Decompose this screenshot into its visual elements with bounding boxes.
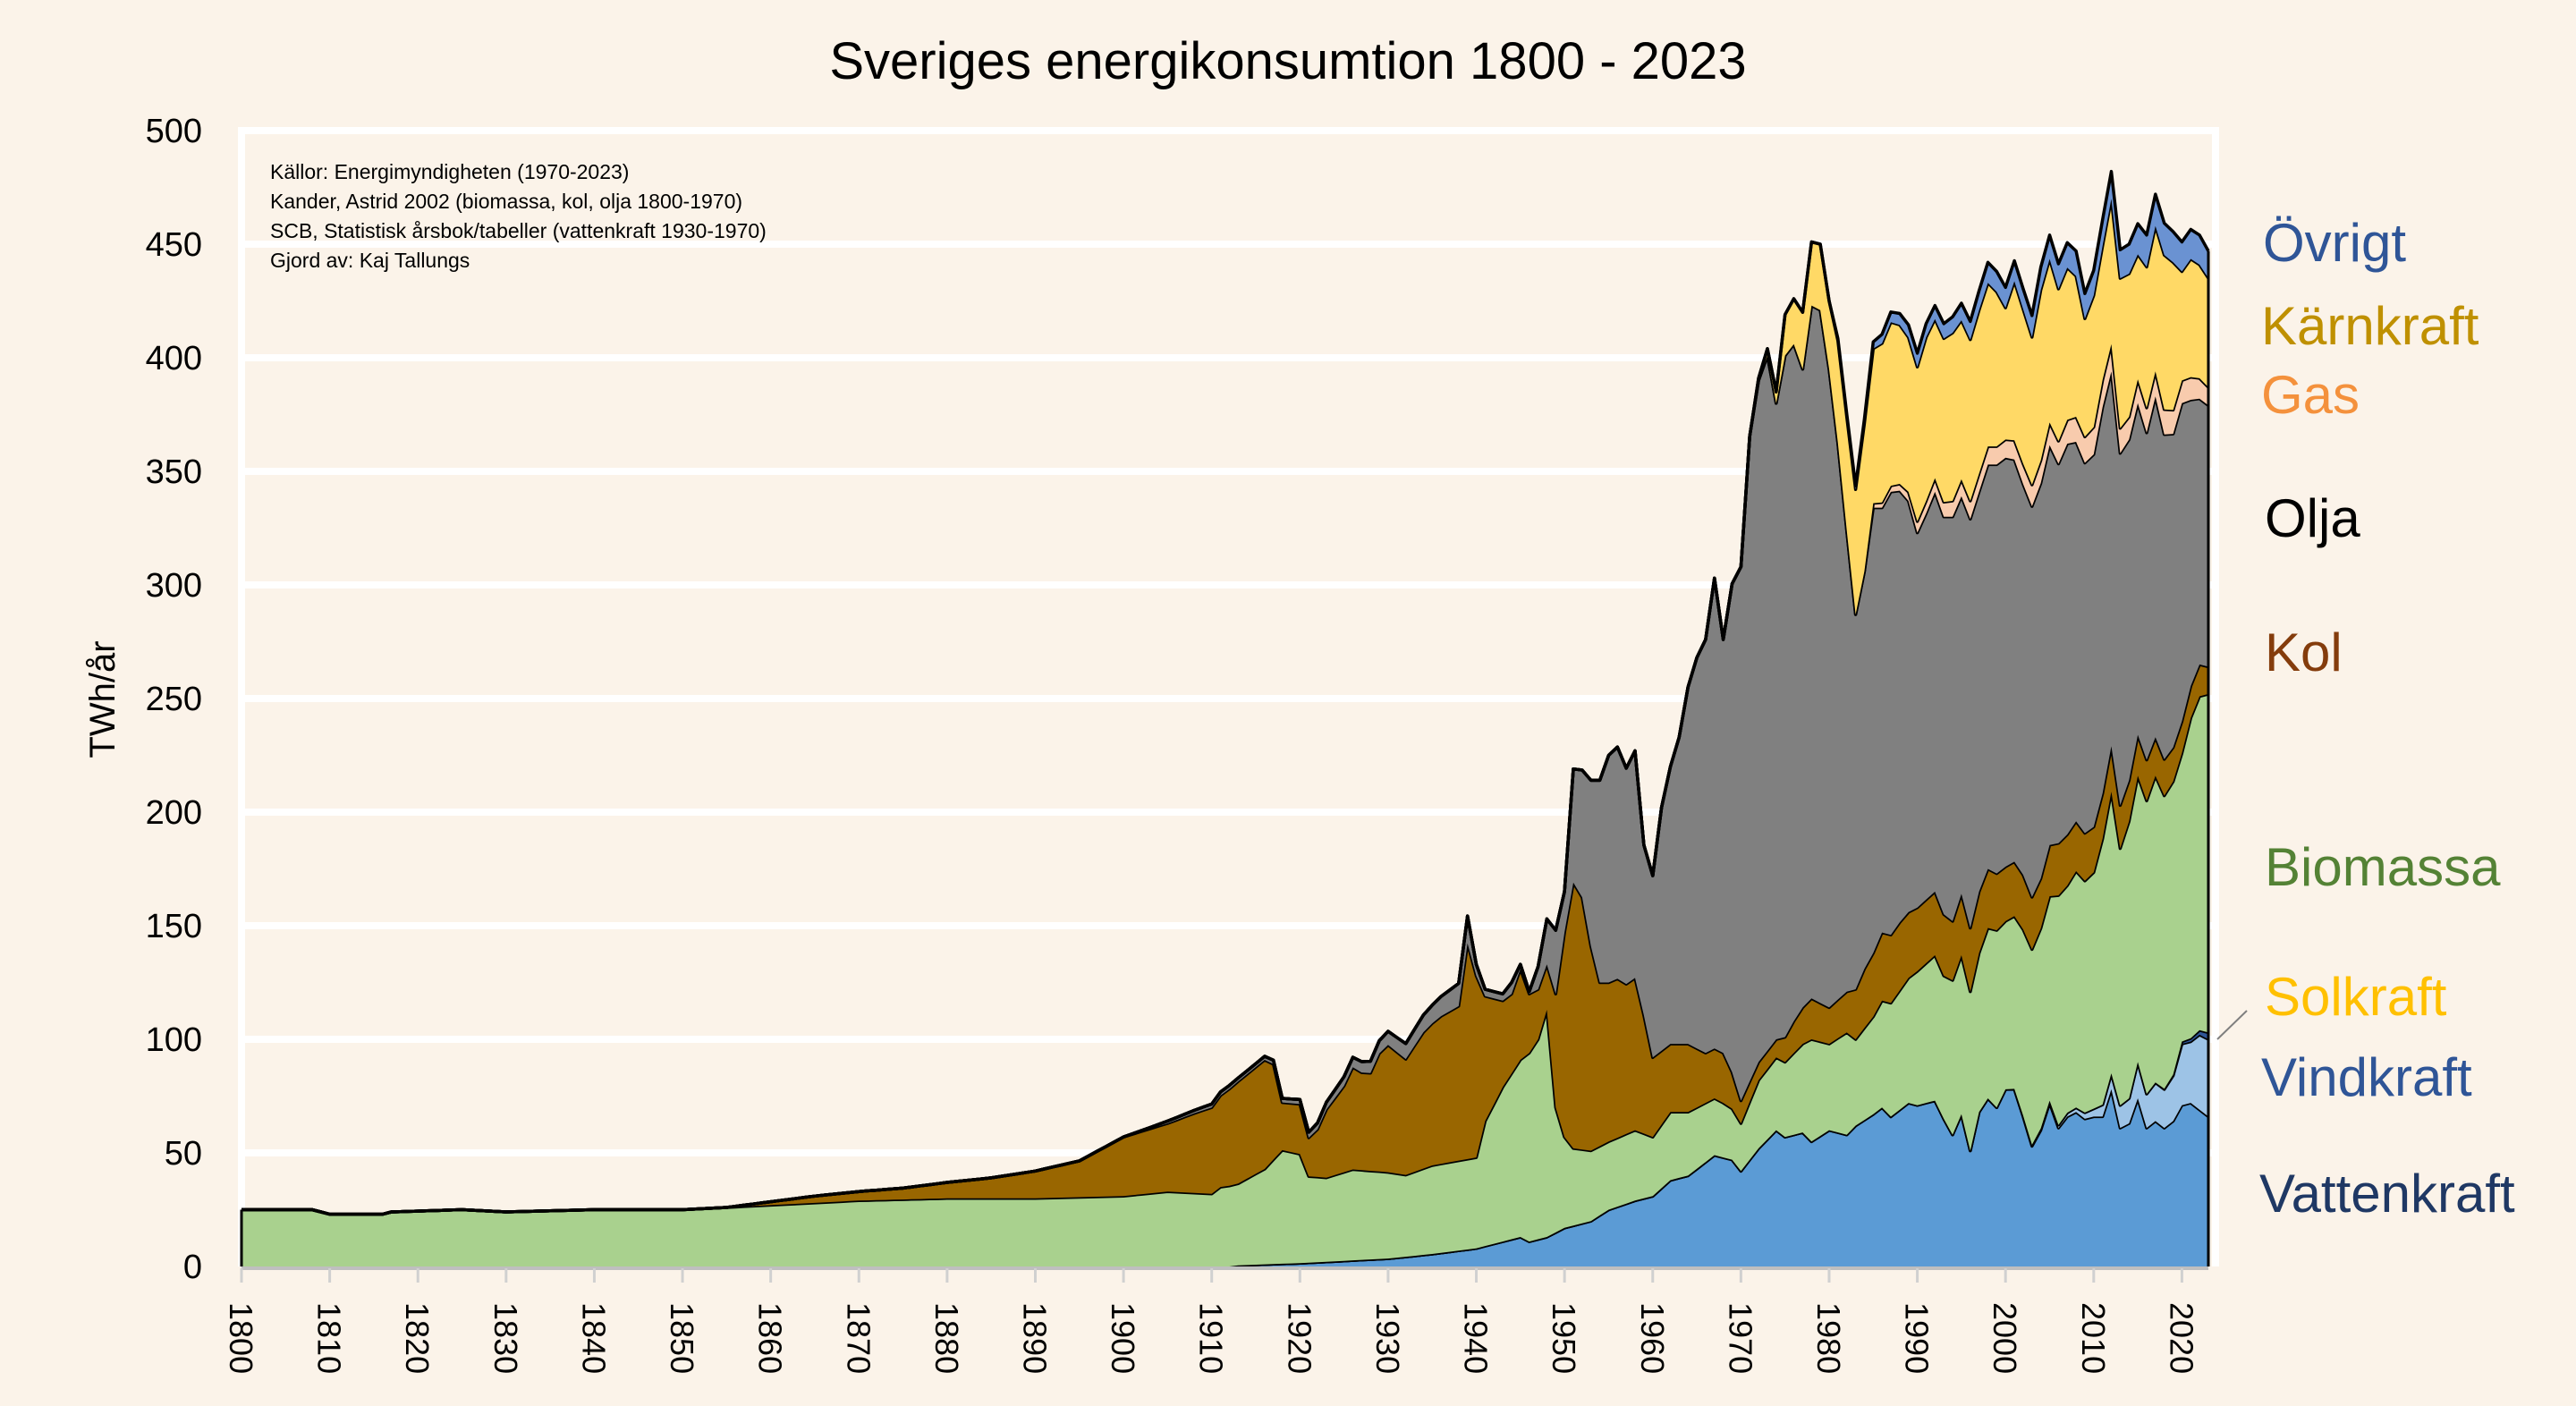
x-tick-label: 1850 bbox=[664, 1302, 700, 1374]
x-tick-label: 1930 bbox=[1369, 1302, 1406, 1374]
y-tick-label: 250 bbox=[146, 681, 202, 718]
legend-label-kärnkraft: Kärnkraft bbox=[2261, 296, 2479, 356]
area-kol bbox=[242, 664, 2208, 1215]
legend-label-vindkraft: Vindkraft bbox=[2261, 1047, 2472, 1107]
y-tick-label: 400 bbox=[146, 340, 202, 377]
legend-label-vattenkraft: Vattenkraft bbox=[2259, 1164, 2515, 1224]
legend-label-gas: Gas bbox=[2261, 365, 2360, 425]
x-tick-label: 1840 bbox=[575, 1302, 612, 1374]
x-tick-label: 2010 bbox=[2075, 1302, 2112, 1374]
source-note-line: SCB, Statistisk årsbok/tabeller (vattenk… bbox=[270, 219, 767, 242]
source-note-line: Källor: Energimyndigheten (1970-2023) bbox=[270, 160, 629, 183]
x-tick-label: 1880 bbox=[928, 1302, 965, 1374]
chart-title: Sveriges energikonsumtion 1800 - 2023 bbox=[829, 32, 1746, 90]
y-tick-label: 50 bbox=[165, 1135, 202, 1173]
legend-label-solkraft: Solkraft bbox=[2265, 967, 2447, 1027]
y-tick-label: 0 bbox=[183, 1249, 202, 1286]
y-tick-label: 100 bbox=[146, 1021, 202, 1059]
x-tick-label: 1900 bbox=[1105, 1302, 1141, 1374]
area-biomassa bbox=[242, 693, 2208, 1266]
y-axis-label: TWh/år bbox=[83, 640, 123, 758]
x-tick-label: 1820 bbox=[399, 1302, 436, 1374]
area-övrigt bbox=[242, 171, 2208, 1215]
solkraft-leader-line bbox=[2216, 1010, 2248, 1040]
x-tick-label: 1800 bbox=[223, 1302, 259, 1374]
area-vattenkraft bbox=[242, 1088, 2208, 1266]
x-tick-label: 1990 bbox=[1899, 1302, 1936, 1374]
y-tick-label: 350 bbox=[146, 453, 202, 491]
x-tick-label: 1970 bbox=[1722, 1302, 1758, 1374]
y-tick-labels: 0 50 100 150 200 250 300 350 400 450 500 bbox=[146, 113, 202, 1286]
x-tick-label: 1980 bbox=[1810, 1302, 1847, 1374]
gridlines bbox=[238, 127, 2219, 1266]
legend-label-olja: Olja bbox=[2265, 488, 2360, 548]
source-notes: Källor: Energimyndigheten (1970-2023) Kan… bbox=[270, 160, 767, 272]
area-olja bbox=[242, 305, 2208, 1215]
x-tick-label: 1860 bbox=[752, 1302, 789, 1374]
axes bbox=[240, 1266, 2208, 1283]
area-edge-övrigt bbox=[242, 169, 2210, 1216]
x-tick-label: 1910 bbox=[1193, 1302, 1230, 1374]
x-tick-label: 1870 bbox=[840, 1302, 877, 1374]
y-tick-label: 300 bbox=[146, 567, 202, 605]
area-layers bbox=[240, 169, 2210, 1268]
legend-label-kol: Kol bbox=[2265, 623, 2343, 682]
source-note-line: Gjord av: Kaj Tallungs bbox=[270, 249, 470, 272]
x-tick-label: 1950 bbox=[1546, 1302, 1582, 1374]
x-tick-label: 1920 bbox=[1281, 1302, 1318, 1374]
legend: Vattenkraft Vindkraft Solkraft Biomassa Kol O… bbox=[2259, 213, 2515, 1224]
y-tick-label: 450 bbox=[146, 226, 202, 264]
x-tick-labels: 1800 1810 1820 1830 1840 1850 1860 1870 1880 1890… bbox=[223, 1302, 2199, 1374]
x-tick-label: 1890 bbox=[1016, 1302, 1053, 1374]
x-tick-label: 1940 bbox=[1458, 1302, 1495, 1374]
area-kärnkraft bbox=[242, 199, 2208, 1215]
legend-label-biomassa: Biomassa bbox=[2265, 837, 2501, 897]
x-tick-label: 1830 bbox=[487, 1302, 524, 1374]
x-tick-label: 2000 bbox=[1987, 1302, 2023, 1374]
x-tick-label: 1810 bbox=[311, 1302, 348, 1374]
legend-label-övrigt: Övrigt bbox=[2263, 213, 2406, 273]
x-tick-label: 2020 bbox=[2163, 1302, 2199, 1374]
x-tick-label: 1960 bbox=[1634, 1302, 1671, 1374]
y-tick-label: 200 bbox=[146, 794, 202, 832]
y-tick-label: 500 bbox=[146, 113, 202, 150]
y-tick-label: 150 bbox=[146, 908, 202, 945]
source-note-line: Kander, Astrid 2002 (biomassa, kol, olja… bbox=[270, 190, 742, 213]
